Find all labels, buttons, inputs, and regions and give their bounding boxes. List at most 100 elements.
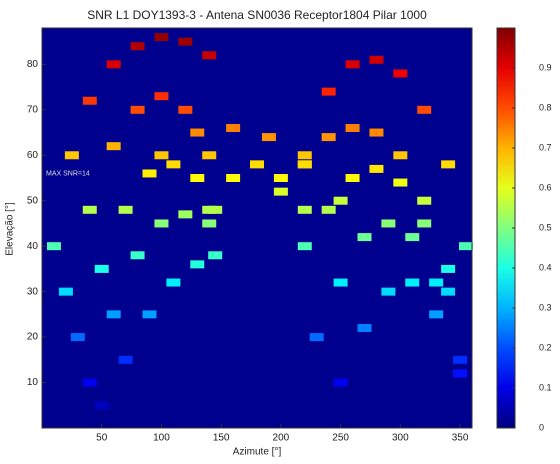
colorbar-tick-label: 0.9 (539, 62, 552, 72)
colorbar-tick-label: 0.1 (539, 382, 552, 392)
snr-cell (405, 278, 420, 287)
snr-cell (208, 251, 223, 260)
snr-cell (178, 37, 193, 46)
snr-cell (202, 219, 217, 228)
snr-cell (381, 219, 396, 228)
colorbar-tick-label: 0.2 (539, 342, 552, 352)
snr-cell (130, 105, 145, 114)
colorbar-tick-label: 0.6 (539, 182, 552, 192)
snr-cell (417, 219, 432, 228)
snr-cell (453, 369, 468, 378)
snr-cell (226, 124, 241, 132)
y-tick-label: 70 (27, 104, 39, 115)
snr-cell (166, 278, 181, 287)
y-tick-label: 40 (27, 241, 39, 252)
colorbar-tick-label: 0.5 (539, 222, 552, 232)
snr-cell (190, 128, 205, 137)
x-tick-label: 350 (452, 433, 469, 444)
snr-cell (369, 128, 384, 137)
snr-cell (297, 242, 312, 251)
snr-cell (369, 55, 384, 64)
snr-cell (441, 160, 456, 169)
y-tick-label: 10 (27, 377, 39, 388)
x-tick-label: 100 (153, 433, 170, 444)
snr-cell (202, 51, 217, 60)
snr-cell (429, 310, 444, 319)
snr-cell (453, 355, 468, 364)
snr-cell (405, 233, 420, 242)
snr-cell (345, 124, 360, 132)
snr-cell (118, 355, 133, 364)
y-tick-label: 50 (27, 195, 39, 206)
snr-cell (154, 151, 169, 160)
y-tick-label: 60 (27, 150, 39, 161)
snr-cell (369, 164, 384, 173)
snr-cell (58, 287, 73, 296)
x-tick-label: 50 (96, 433, 108, 444)
snr-cell (94, 264, 109, 273)
snr-cell (130, 251, 145, 260)
snr-cell (250, 160, 264, 169)
snr-cell (333, 196, 348, 205)
snr-cell (106, 142, 121, 151)
snr-cell (321, 205, 336, 214)
snr-cell (261, 133, 276, 142)
snr-cell (441, 287, 456, 296)
snr-cell (178, 105, 193, 114)
snr-cell (190, 174, 205, 182)
chart-title: SNR L1 DOY1393-3 - Antena SN0036 Recepto… (87, 8, 427, 22)
snr-cell (130, 42, 145, 51)
snr-cell (357, 324, 372, 332)
snr-cell (226, 174, 241, 182)
snr-cell (106, 310, 121, 319)
snr-cell (297, 160, 312, 169)
snr-cell (202, 151, 217, 160)
snr-cell (190, 260, 205, 269)
snr-cell (142, 169, 157, 178)
x-tick-label: 150 (213, 433, 230, 444)
snr-cell (82, 378, 97, 387)
snr-cell (46, 242, 61, 251)
snr-cell (321, 87, 336, 96)
snr-cell (333, 278, 348, 287)
snr-cell (417, 105, 432, 114)
x-tick-label: 300 (392, 433, 409, 444)
snr-cell (345, 60, 360, 69)
snr-cell (297, 205, 312, 214)
snr-cell (82, 205, 97, 214)
snr-cell (142, 310, 157, 319)
snr-cell (273, 187, 288, 196)
snr-cell (64, 151, 79, 160)
y-axis-label: Elevação [°] (5, 202, 16, 256)
snr-cell (393, 151, 408, 160)
snr-cell (154, 219, 169, 228)
snr-cell (459, 242, 474, 251)
snr-cell (154, 92, 169, 101)
snr-cell (321, 133, 336, 142)
colorbar-tick-label: 0 (539, 422, 544, 432)
snr-cell (309, 333, 324, 342)
snr-cell (202, 205, 217, 214)
snr-cell (381, 287, 396, 296)
snr-cell (154, 33, 169, 42)
snr-cell (417, 196, 432, 205)
annotation: MAX SNR=14 (46, 170, 90, 177)
x-tick-label: 200 (273, 433, 290, 444)
snr-cell (70, 333, 85, 342)
plot-frame (41, 27, 473, 429)
snr-cell (178, 210, 193, 219)
snr-cell (429, 278, 444, 287)
snr-cell (118, 205, 133, 214)
snr-cell (166, 160, 181, 169)
snr-cell (333, 378, 348, 387)
snr-cell (106, 60, 121, 69)
plot-background (42, 28, 472, 428)
colorbar-tick-label: 0.8 (539, 102, 552, 112)
snr-cell (441, 264, 456, 273)
snr-cell (357, 233, 372, 242)
snr-cell (393, 178, 408, 187)
snr-cell (345, 174, 360, 182)
colorbar-tick-label: 0.3 (539, 302, 552, 312)
snr-cell (82, 96, 97, 105)
